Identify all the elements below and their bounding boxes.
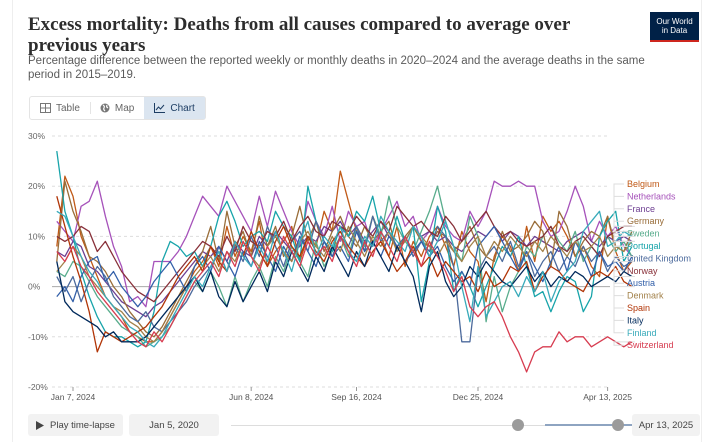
y-tick-label: 0%: [28, 282, 41, 292]
legend-item-austria[interactable]: Austria: [627, 278, 655, 288]
timeline-end-handle[interactable]: [612, 419, 624, 431]
legend-item-sweden[interactable]: Sweden: [627, 229, 660, 239]
owid-logo[interactable]: Our World in Data: [650, 12, 699, 42]
y-tick-label: 20%: [28, 181, 45, 191]
tab-map-label: Map: [114, 102, 135, 114]
chart-subtitle: Percentage difference between the report…: [28, 55, 645, 81]
legend-connector: [613, 341, 635, 346]
timeline-selected-range: [545, 424, 644, 426]
legend-item-switzerland[interactable]: Switzerland: [627, 340, 674, 350]
legend-item-denmark[interactable]: Denmark: [627, 291, 664, 301]
series-line-germany: [56, 180, 633, 338]
series-line-portugal: [56, 151, 633, 348]
y-tick-label: 30%: [28, 131, 45, 141]
x-tick-label: Sep 16, 2024: [331, 392, 382, 402]
start-date-button[interactable]: Jan 5, 2020: [129, 414, 219, 436]
play-label: Play time-lapse: [50, 419, 115, 431]
end-date-button[interactable]: Apr 13, 2025: [632, 414, 700, 436]
tab-chart[interactable]: Chart: [144, 97, 205, 119]
legend-item-norway[interactable]: Norway: [627, 266, 658, 276]
play-timelapse-button[interactable]: Play time-lapse: [28, 414, 123, 436]
series-line-switzerland: [56, 230, 633, 373]
view-tabs: Table Map Chart: [29, 96, 206, 120]
series-line-united-kingdom: [56, 215, 633, 343]
legend: Belgium Netherlands France Germany Sweden Por…: [613, 179, 691, 350]
x-tick-label: Jan 7, 2024: [51, 392, 96, 402]
tab-table[interactable]: Table: [30, 97, 90, 119]
series-line-sweden: [56, 185, 633, 348]
logo-line-2: in Data: [661, 26, 688, 35]
line-chart: -20% -10% 0% 10% 20% 30% Jan 7, 2024 Jun 8, 20…: [28, 131, 691, 402]
chart-frame: [12, 0, 702, 442]
timeline-start-handle[interactable]: [512, 419, 524, 431]
series-lines: [56, 151, 633, 373]
x-tick-label: Apr 13, 2025: [583, 392, 632, 402]
end-date-label: Apr 13, 2025: [638, 419, 694, 431]
y-tick-label: -10%: [28, 332, 48, 342]
series-line-austria: [56, 225, 633, 308]
table-icon: [40, 103, 51, 113]
play-icon: [36, 420, 45, 430]
start-date-label: Jan 5, 2020: [149, 419, 199, 431]
legend-item-france[interactable]: France: [627, 204, 655, 214]
series-line-finland: [56, 210, 633, 348]
y-tick-label: -20%: [28, 382, 48, 392]
x-axis: Jan 7, 2024 Jun 8, 2024 Sep 16, 2024 Dec 25…: [51, 387, 632, 402]
legend-item-portugal[interactable]: Portugal: [627, 241, 661, 251]
x-tick-label: Dec 25, 2024: [453, 392, 504, 402]
tab-table-label: Table: [56, 102, 80, 114]
tab-chart-label: Chart: [170, 102, 195, 114]
globe-icon: [100, 103, 110, 113]
y-tick-label: 10%: [28, 231, 45, 241]
legend-item-germany[interactable]: Germany: [627, 216, 665, 226]
line-chart-icon: [154, 103, 166, 113]
legend-connector: [613, 235, 635, 334]
legend-item-united-kingdom[interactable]: United Kingdom: [627, 253, 691, 263]
legend-item-spain[interactable]: Spain: [627, 303, 650, 313]
series-line-spain: [56, 196, 633, 353]
series-line-norway: [56, 205, 632, 303]
y-axis: -20% -10% 0% 10% 20% 30%: [28, 131, 48, 392]
legend-item-italy[interactable]: Italy: [627, 315, 644, 325]
timeline-track[interactable]: [231, 425, 624, 426]
legend-item-belgium[interactable]: Belgium: [627, 179, 660, 189]
series-line-italy: [56, 240, 633, 343]
legend-item-netherlands[interactable]: Netherlands: [627, 191, 676, 201]
chart-title: Excess mortality: Deaths from all causes…: [28, 14, 570, 56]
legend-item-finland[interactable]: Finland: [627, 328, 657, 338]
logo-line-1: Our World: [656, 17, 693, 26]
tab-map[interactable]: Map: [89, 97, 144, 119]
x-tick-label: Jun 8, 2024: [229, 392, 274, 402]
